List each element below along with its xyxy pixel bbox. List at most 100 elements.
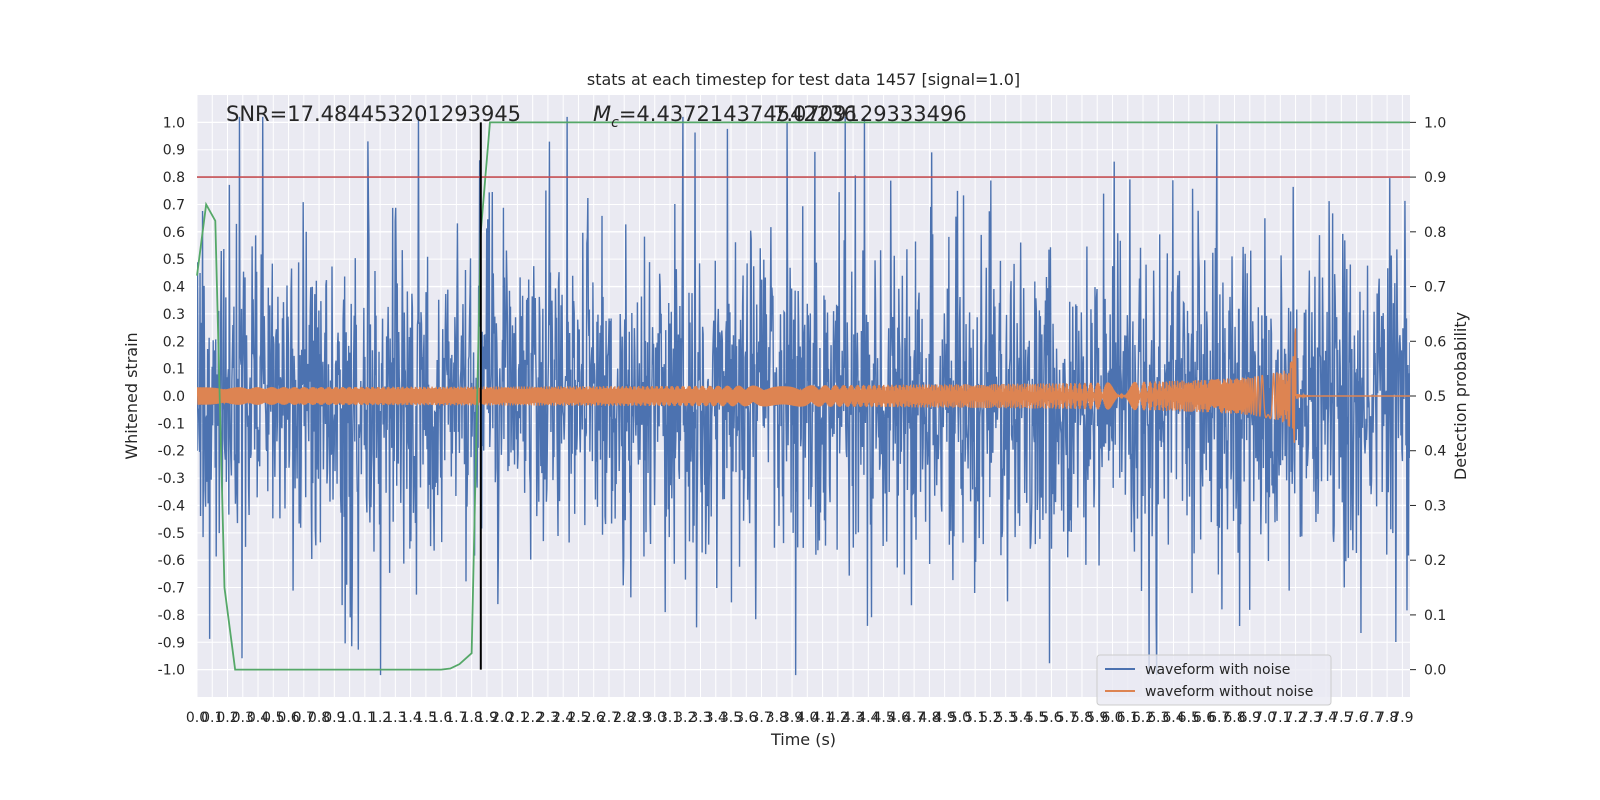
y-tick-label: 0.4 — [163, 280, 185, 296]
x-tick-label: 6.5 — [1178, 710, 1200, 726]
x-tick-label: 7.6 — [1345, 710, 1367, 726]
x-tick-label: 4.0 — [796, 710, 818, 726]
x-tick-label: 1.1 — [354, 710, 376, 726]
y-axis-label: Whitened strain — [122, 332, 141, 459]
x-tick-label: 5.3 — [995, 710, 1017, 726]
x-tick-label: 3.3 — [689, 710, 711, 726]
x-tick-label: 0.6 — [277, 710, 299, 726]
x-tick-label: 2.6 — [583, 710, 605, 726]
x-tick-label: 3.8 — [766, 710, 788, 726]
y-tick-label: -0.4 — [158, 498, 185, 514]
y2-tick-label: 0.9 — [1424, 170, 1446, 186]
mc-value: =4.437214374542236 — [619, 102, 857, 126]
series-noisy-waveform — [197, 116, 1410, 676]
y2-tick-label: 0.0 — [1424, 663, 1446, 679]
x-tick-label: 6.0 — [1101, 710, 1123, 726]
x-tick-label: 3.5 — [720, 710, 742, 726]
x-tick-label: 4.8 — [918, 710, 940, 726]
x-tick-label: 2.3 — [537, 710, 559, 726]
x-tick-label: 2.5 — [567, 710, 589, 726]
y-tick-label: -0.2 — [158, 444, 185, 460]
x-tick-label: 3.0 — [644, 710, 666, 726]
x-tick-label: 1.9 — [476, 710, 498, 726]
legend-label-noise: waveform with noise — [1145, 662, 1290, 678]
x-tick-label: 2.1 — [506, 710, 528, 726]
x-tick-label: 3.4 — [705, 710, 727, 726]
x-tick-label: 7.3 — [1300, 710, 1322, 726]
x-tick-label: 5.1 — [964, 710, 986, 726]
y-tick-label: -1.0 — [158, 663, 185, 679]
x-tick-label: 7.5 — [1330, 710, 1352, 726]
y-tick-label: 0.9 — [163, 143, 185, 159]
x-tick-label: 5.6 — [1040, 710, 1062, 726]
x-tick-label: 1.8 — [461, 710, 483, 726]
y2-tick-label: 0.2 — [1424, 553, 1446, 569]
y-tick-label: 0.0 — [163, 389, 185, 405]
x-tick-label: 6.3 — [1147, 710, 1169, 726]
x-tick-label: 7.7 — [1361, 710, 1383, 726]
legend-label-clean: waveform without noise — [1145, 684, 1313, 700]
x-tick-label: 4.3 — [842, 710, 864, 726]
x-tick-label: 7.1 — [1269, 710, 1291, 726]
y-tick-label: 0.3 — [163, 307, 185, 323]
x-tick-label: 5.0 — [949, 710, 971, 726]
y-tick-label: 0.5 — [163, 252, 185, 268]
y2-tick-label: 0.5 — [1424, 389, 1446, 405]
y-tick-label: -0.6 — [158, 553, 185, 569]
x-tick-label: 2.7 — [598, 710, 620, 726]
x-tick-label: 0.0 — [186, 710, 208, 726]
x-tick-label: 0.2 — [216, 710, 238, 726]
y-tick-label: -0.5 — [158, 526, 185, 542]
x-tick-label: 5.2 — [979, 710, 1001, 726]
y-tick-label: 0.8 — [163, 170, 185, 186]
x-tick-label: 4.1 — [811, 710, 833, 726]
y2-tick-label: 0.1 — [1424, 608, 1446, 624]
x-tick-label: 4.9 — [934, 710, 956, 726]
x-tick-label: 0.8 — [308, 710, 330, 726]
y-tick-label: -0.8 — [158, 608, 185, 624]
x-tick-label: 3.2 — [674, 710, 696, 726]
x-tick-label: 1.6 — [430, 710, 452, 726]
x-tick-label: 5.8 — [1071, 710, 1093, 726]
y-tick-label: 0.1 — [163, 362, 185, 378]
x-tick-label: 1.2 — [369, 710, 391, 726]
x-tick-label: 6.9 — [1239, 710, 1261, 726]
mc-subscript: c — [611, 115, 619, 131]
x-tick-label: 1.4 — [399, 710, 421, 726]
x-tick-label: 2.4 — [552, 710, 574, 726]
y2-tick-label: 0.6 — [1424, 334, 1446, 350]
overlapping-annotation: 7.0709129333496 — [773, 102, 967, 126]
y-tick-label: -0.9 — [158, 635, 185, 651]
x-tick-label: 4.7 — [903, 710, 925, 726]
x-tick-label: 7.2 — [1284, 710, 1306, 726]
x-tick-label: 3.6 — [735, 710, 757, 726]
series-clean-waveform — [197, 328, 1410, 443]
y2-tick-label: 0.7 — [1424, 280, 1446, 296]
x-tick-label: 2.2 — [522, 710, 544, 726]
x-tick-label: 1.7 — [445, 710, 467, 726]
legend: waveform with noise waveform without noi… — [1096, 654, 1332, 706]
y-tick-label: 0.6 — [163, 225, 185, 241]
x-tick-label: 2.8 — [613, 710, 635, 726]
x-tick-label: 5.4 — [1010, 710, 1032, 726]
y2-tick-label: 1.0 — [1424, 115, 1446, 131]
x-tick-label: 6.4 — [1162, 710, 1184, 726]
y-tick-label: 0.2 — [163, 334, 185, 350]
y2-tick-label: 0.3 — [1424, 498, 1446, 514]
x-tick-label: 5.5 — [1025, 710, 1047, 726]
legend-box — [1096, 654, 1332, 706]
x-tick-label: 5.9 — [1086, 710, 1108, 726]
series-detection-probability — [196, 121, 1410, 671]
x-tick-label: 1.3 — [384, 710, 406, 726]
x-tick-label: 5.7 — [1056, 710, 1078, 726]
x-tick-label: 3.1 — [659, 710, 681, 726]
x-tick-label: 6.6 — [1193, 710, 1215, 726]
y2-tick-label: 0.8 — [1424, 225, 1446, 241]
axes: 0.00.10.20.30.40.50.60.70.80.91.01.11.21… — [158, 115, 1447, 726]
y-tick-label: -0.1 — [158, 416, 185, 432]
y-tick-label: -0.7 — [158, 581, 185, 597]
y2-tick-label: 0.4 — [1424, 444, 1446, 460]
x-tick-label: 1.0 — [338, 710, 360, 726]
x-tick-label: 6.1 — [1117, 710, 1139, 726]
